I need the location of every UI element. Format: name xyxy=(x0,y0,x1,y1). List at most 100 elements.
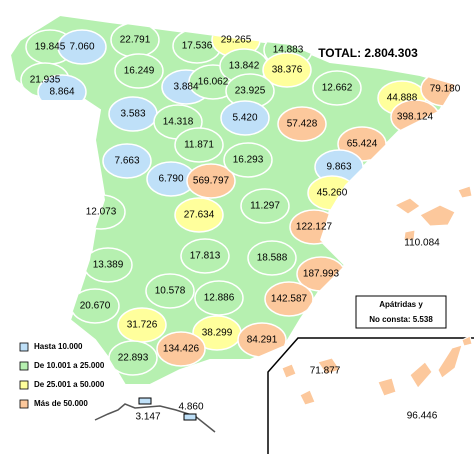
city xyxy=(138,397,152,405)
province xyxy=(220,100,270,136)
province-label: 21.935 xyxy=(30,75,61,86)
legend-label: De 10.001 a 25.000 xyxy=(34,361,105,370)
legend-label: De 25.001 a 50.000 xyxy=(34,380,105,389)
province-label: 16.293 xyxy=(233,155,264,166)
legend-swatch xyxy=(19,361,29,371)
province-patches xyxy=(20,22,455,376)
province-label: 134.426 xyxy=(163,344,200,355)
island-label: 96.446 xyxy=(407,411,438,422)
islands: 110.084 71.877 96.446 3.147 4.860 xyxy=(135,185,473,423)
province xyxy=(240,188,290,224)
province xyxy=(262,52,312,88)
province-label: 29.265 xyxy=(221,35,252,46)
province-label: 11.871 xyxy=(184,140,214,151)
province-label: 122.127 xyxy=(296,222,333,233)
legend-swatch xyxy=(19,342,29,352)
province xyxy=(114,53,164,89)
island xyxy=(437,344,463,379)
province xyxy=(264,281,314,317)
province-label: 12.662 xyxy=(322,83,353,94)
province-label: 14.318 xyxy=(163,117,194,128)
legend-label: Más de 50.000 xyxy=(34,399,88,408)
province xyxy=(312,70,362,106)
note-line: Apátridas y xyxy=(379,300,423,309)
province xyxy=(194,280,244,316)
island xyxy=(461,335,473,347)
province-label: 569.797 xyxy=(193,176,230,187)
province-label: 22.791 xyxy=(120,35,151,46)
island-label: 110.084 xyxy=(404,238,440,249)
province-label: 6.790 xyxy=(158,174,183,185)
province-label: 398.124 xyxy=(397,112,434,123)
province xyxy=(57,29,107,65)
province-label: 65.424 xyxy=(347,139,378,150)
province xyxy=(174,127,224,163)
legend: Hasta 10.000 De 10.001 a 25.000 De 25.001 … xyxy=(19,342,105,409)
legend-label: Hasta 10.000 xyxy=(34,342,83,351)
province-label: 31.726 xyxy=(127,320,158,331)
province-label: 38.299 xyxy=(202,328,233,339)
province xyxy=(186,163,236,199)
island xyxy=(403,229,416,241)
province-label: 7.060 xyxy=(69,42,94,53)
province-labels: 19.845 7.060 22.791 17.536 29.265 14.883 21.93… xyxy=(30,35,461,364)
province-label: 20.670 xyxy=(80,301,111,312)
island xyxy=(299,389,316,406)
province-label: 17.536 xyxy=(182,41,213,52)
note-line: No consta: 5.538 xyxy=(369,315,433,324)
province-label: 44.888 xyxy=(387,93,418,104)
island xyxy=(409,361,433,389)
province-label: 3.884 xyxy=(173,82,198,93)
province-label: 18.588 xyxy=(257,253,288,264)
note-box xyxy=(355,295,447,329)
province xyxy=(223,142,273,178)
province-label: 23.925 xyxy=(235,86,266,97)
canarias-divider xyxy=(267,337,474,454)
province-label: 7.663 xyxy=(114,156,139,167)
province-label: 187.993 xyxy=(303,269,340,280)
province-label: 17.813 xyxy=(190,251,221,262)
province-label: 22.893 xyxy=(118,353,149,364)
province-label: 12.886 xyxy=(204,293,235,304)
province-label: 38.376 xyxy=(272,65,303,76)
province-label: 10.578 xyxy=(155,286,186,297)
province-label: 5.420 xyxy=(232,113,257,124)
province-label: 45.260 xyxy=(317,188,348,199)
province xyxy=(156,331,206,367)
island xyxy=(419,204,456,227)
province xyxy=(277,106,327,142)
province-label: 27.634 xyxy=(184,210,215,221)
island xyxy=(457,185,473,199)
island xyxy=(317,357,341,375)
province-label: 8.864 xyxy=(49,87,74,98)
province-label: 11.297 xyxy=(250,201,280,212)
province xyxy=(247,240,297,276)
province-label: 84.291 xyxy=(247,335,278,346)
city-label: 4.860 xyxy=(178,402,203,413)
province-label: 19.845 xyxy=(35,42,66,53)
province-label: 57.428 xyxy=(287,119,318,130)
province-label: 3.583 xyxy=(120,109,145,120)
island xyxy=(281,363,297,379)
province-label: 16.249 xyxy=(124,66,155,77)
title: TOTAL: 2.804.303 xyxy=(318,46,418,60)
province-label: 79.180 xyxy=(430,84,461,95)
province-label: 142.587 xyxy=(271,294,308,305)
city-label: 3.147 xyxy=(135,412,160,423)
island-label: 71.877 xyxy=(310,366,341,377)
island xyxy=(377,377,397,397)
coastline xyxy=(94,403,216,433)
legend-swatch xyxy=(19,399,29,409)
province-label: 12.073 xyxy=(86,207,117,218)
province-label: 14.883 xyxy=(273,45,304,56)
province xyxy=(174,197,224,233)
legend-swatch xyxy=(19,380,29,390)
city xyxy=(183,413,197,421)
province-label: 16.062 xyxy=(198,77,229,88)
province xyxy=(180,238,230,274)
province-label: 9.863 xyxy=(326,162,351,173)
province-label: 13.389 xyxy=(93,260,124,271)
province xyxy=(102,143,152,179)
province-label: 13.842 xyxy=(229,61,260,72)
